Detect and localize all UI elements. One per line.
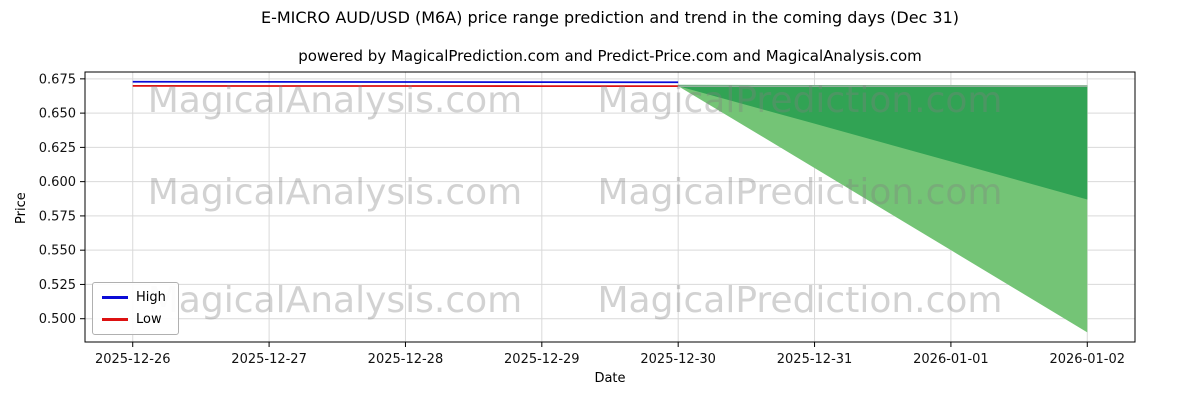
legend: High Low [92,282,179,335]
chart-subtitle: powered by MagicalPrediction.com and Pre… [298,47,922,65]
y-tick-label: 0.600 [39,175,76,190]
x-axis-label: Date [594,371,626,386]
watermark-text: MagicalPrediction.com [598,172,1003,213]
high-line-swatch [102,296,128,299]
chart-title: E-MICRO AUD/USD (M6A) price range predic… [260,8,960,27]
x-tick-label: 2025-12-29 [504,352,580,367]
x-tick-label: 2025-12-26 [95,352,171,367]
x-tick-label: 2025-12-30 [640,352,716,367]
high-line [132,80,679,84]
y-tick-label: 0.525 [39,278,76,293]
x-tick-label: 2026-01-01 [913,352,989,367]
y-tick-label: 0.650 [39,107,76,122]
legend-label-low: Low [136,312,162,327]
watermark-text: MagicalPrediction.com [598,280,1003,321]
x-tick-label: 2025-12-31 [777,352,853,367]
plot-border [84,71,1136,343]
x-tick-label: 2025-12-27 [231,352,307,367]
low-line-swatch [102,318,128,321]
prediction-range-inner-band [678,84,1088,200]
watermark-text: MagicalAnalysis.com [148,280,522,321]
legend-item-high: High [102,290,166,305]
legend-label-high: High [136,290,166,305]
y-tick-label: 0.625 [39,141,76,156]
y-tick-label: 0.675 [39,72,76,87]
y-tick-label: 0.500 [39,312,76,327]
y-tick-label: 0.575 [39,209,76,224]
x-tick-label: 2025-12-28 [368,352,444,367]
watermark-text: MagicalAnalysis.com [148,172,522,213]
watermark-text: MagicalAnalysis.com [148,80,522,121]
x-tick-label: 2026-01-02 [1049,352,1125,367]
watermark-text: MagicalPrediction.com [598,80,1003,121]
legend-item-low: Low [102,312,166,327]
y-tick-label: 0.550 [39,244,76,259]
